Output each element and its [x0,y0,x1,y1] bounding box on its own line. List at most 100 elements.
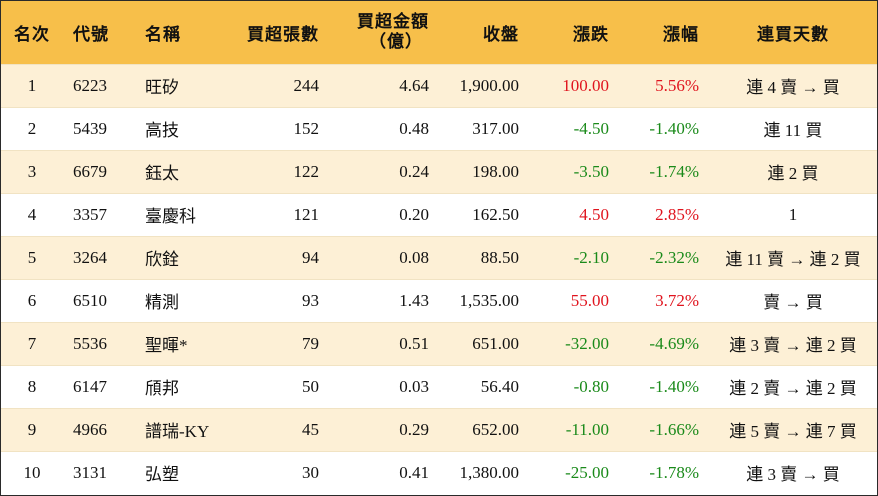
cell-net-amount: 0.48 [399,118,429,138]
cell-change-pct: -1.40% [649,376,699,396]
cell-code: 6510 [73,290,107,310]
table-row: 8 6147 頎邦 50 0.03 56.40 -0.80 -1.40% 連 2 賣 → 連 2… [1,365,877,408]
table-row: 3 6679 鈺太 122 0.24 198.00 -3.50 -1.74% 連 2 買 [1,150,877,193]
table-row: 7 5536 聖暉* 79 0.51 651.00 -32.00 -4.69% 連 3 賣 → … [1,322,877,365]
cell-code: 3264 [73,247,107,267]
cell-rank: 8 [27,376,37,396]
cell-net-lots: 152 [293,118,320,138]
cell-change: -11.00 [565,419,609,439]
cell-net-amount: 1.43 [399,290,429,310]
cell-streak: 連 2 買 [767,164,819,183]
cell-close: 1,535.00 [459,290,520,310]
cell-net-amount: 0.29 [399,419,429,439]
cell-code: 6147 [73,376,107,396]
cell-streak: 連 11 買 [763,121,823,140]
cell-net-lots: 50 [302,376,319,396]
header-row: 名次 代號 名稱 買超張數 買超金額 （億） 收盤 漲跌 漲幅 連買天數 [1,1,877,64]
cell-net-amount: 4.64 [399,75,429,95]
cell-change: 4.50 [579,204,609,224]
cell-change-pct: -2.32% [649,247,699,267]
header-net-amount-line1: 買超金額 [357,12,429,32]
cell-change-pct: -1.66% [649,419,699,439]
cell-close: 1,380.00 [459,462,520,482]
table-body: 1 6223 旺矽 244 4.64 1,900.00 100.00 5.56% 連 4 賣 →… [1,64,877,494]
cell-rank: 7 [27,333,37,353]
header-streak: 連買天數 [757,24,829,44]
header-net-amount: 買超金額 （億） [329,1,439,64]
cell-name: 高技 [145,121,179,140]
cell-net-lots: 94 [302,247,319,267]
cell-net-lots: 79 [302,333,319,353]
cell-close: 88.50 [480,247,519,267]
cell-change: -0.80 [573,376,609,396]
cell-code: 6679 [73,161,107,181]
cell-name: 欣銓 [145,250,179,269]
table-row: 2 5439 高技 152 0.48 317.00 -4.50 -1.40% 連 11 買 [1,107,877,150]
cell-code: 6223 [73,75,107,95]
cell-name: 頎邦 [145,379,179,398]
cell-change: -25.00 [565,462,609,482]
cell-change: 100.00 [562,75,609,95]
cell-code: 5536 [73,333,107,353]
cell-name: 精測 [145,293,179,312]
header-net-amount-line2: （億） [369,32,423,52]
cell-streak: 1 [788,204,798,224]
cell-change-pct: -1.74% [649,161,699,181]
cell-code: 3357 [73,204,107,224]
cell-streak: 連 11 賣 → 連 2 買 [725,250,861,269]
header-close: 收盤 [483,24,519,44]
cell-change: -3.50 [573,161,609,181]
cell-close: 1,900.00 [459,75,520,95]
cell-net-lots: 45 [302,419,319,439]
cell-net-amount: 0.03 [399,376,429,396]
cell-streak: 連 2 賣 → 連 2 買 [729,379,857,398]
cell-net-lots: 244 [293,75,320,95]
table-row: 9 4966 譜瑞-KY 45 0.29 652.00 -11.00 -1.66% 連 5 賣 … [1,408,877,451]
header-code: 代號 [73,24,109,44]
table-row: 6 6510 精測 93 1.43 1,535.00 55.00 3.72% 賣 → 買 [1,279,877,322]
cell-net-amount: 0.20 [399,204,429,224]
cell-name: 譜瑞-KY [145,422,210,441]
cell-rank: 1 [27,75,37,95]
cell-close: 56.40 [480,376,519,396]
table-row: 4 3357 臺慶科 121 0.20 162.50 4.50 2.85% 1 [1,193,877,236]
cell-streak: 連 3 賣 → 買 [746,465,840,485]
header-rank: 名次 [14,24,50,44]
cell-net-amount: 0.41 [399,462,429,482]
cell-net-amount: 0.24 [399,161,429,181]
cell-streak: 連 4 賣 → 買 [746,78,840,97]
cell-change-pct: -4.69% [649,333,699,353]
cell-name: 鈺太 [145,164,179,183]
cell-close: 162.50 [472,204,519,224]
cell-change: -32.00 [565,333,609,353]
cell-streak: 連 3 賣 → 連 2 買 [729,336,857,355]
cell-code: 4966 [73,419,107,439]
cell-change-pct: 2.85% [655,204,699,224]
cell-net-lots: 93 [302,290,319,310]
cell-change-pct: -1.78% [649,462,699,482]
cell-change: 55.00 [570,290,609,310]
cell-name: 臺慶科 [145,207,196,226]
table-row: 5 3264 欣銓 94 0.08 88.50 -2.10 -2.32% 連 11 賣 → 連 … [1,236,877,279]
cell-rank: 9 [27,419,37,439]
cell-name: 弘塑 [145,465,179,485]
cell-change-pct: 5.56% [655,75,699,95]
cell-net-lots: 30 [302,462,319,482]
cell-close: 652.00 [472,419,519,439]
cell-close: 198.00 [472,161,519,181]
cell-change-pct: -1.40% [649,118,699,138]
cell-change: -4.50 [573,118,609,138]
header-change: 漲跌 [573,24,609,44]
cell-streak: 賣 → 買 [763,293,823,312]
cell-rank: 6 [27,290,37,310]
cell-net-lots: 122 [293,161,320,181]
cell-net-amount: 0.08 [399,247,429,267]
cell-close: 317.00 [472,118,519,138]
table-row: 1 6223 旺矽 244 4.64 1,900.00 100.00 5.56% 連 4 賣 →… [1,64,877,107]
cell-change: -2.10 [573,247,609,267]
cell-rank: 2 [27,118,37,138]
header-net-lots: 買超張數 [247,24,319,44]
table-row: 10 3131 弘塑 30 0.41 1,380.00 -25.00 -1.78% 連 3 賣 … [1,451,877,494]
